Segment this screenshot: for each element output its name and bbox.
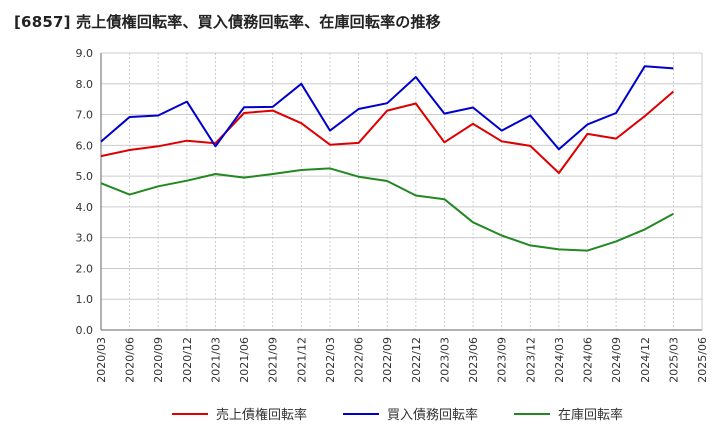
x-tick-label: 2024/12 xyxy=(639,337,652,383)
x-tick-label: 2023/06 xyxy=(467,337,480,383)
legend-swatch-payables xyxy=(343,412,379,415)
x-tick-label: 2023/03 xyxy=(438,337,451,383)
x-tick-label: 2021/06 xyxy=(238,337,251,383)
grid xyxy=(100,52,703,331)
x-tick-label: 2020/09 xyxy=(152,337,165,383)
y-tick-label: 6.0 xyxy=(76,139,94,152)
legend-label-inventory: 在庫回転率 xyxy=(558,408,624,423)
x-tick-label: 2024/03 xyxy=(553,337,566,383)
legend: 売上債権回転率 買入債務回転率 在庫回転率 xyxy=(0,404,720,426)
x-tick-label: 2023/09 xyxy=(496,337,509,383)
y-tick-labels: 0.0 1.0 2.0 3.0 4.0 5.0 6.0 7.0 8.0 9.0 xyxy=(76,47,94,337)
legend-swatch-receivables xyxy=(172,412,208,415)
y-tick-label: 4.0 xyxy=(76,201,94,214)
y-tick-label: 2.0 xyxy=(76,262,94,275)
y-tick-label: 8.0 xyxy=(76,78,94,91)
x-tick-labels: 2020/03 2020/06 2020/09 2020/12 2021/03 2021/… xyxy=(95,337,709,383)
axes xyxy=(100,52,703,331)
x-tick-label: 2020/12 xyxy=(181,337,194,383)
legend-label-payables: 買入債務回転率 xyxy=(387,408,479,423)
legend-item-receivables: 売上債権回転率 xyxy=(172,404,307,423)
x-tick-label: 2022/03 xyxy=(324,337,337,383)
x-tick-label: 2024/06 xyxy=(582,337,595,383)
legend-item-inventory: 在庫回転率 xyxy=(514,404,623,423)
series-line-payables xyxy=(100,65,674,151)
x-tick-label: 2021/09 xyxy=(267,337,280,383)
x-tick-label: 2021/03 xyxy=(209,337,222,383)
x-tick-label: 2025/03 xyxy=(667,337,680,383)
x-tick-label: 2022/12 xyxy=(410,337,423,383)
x-tick-label: 2022/06 xyxy=(353,337,366,383)
x-tick-label: 2022/09 xyxy=(381,337,394,383)
legend-item-payables: 買入債務回転率 xyxy=(343,404,478,423)
y-tick-label: 0.0 xyxy=(76,324,94,337)
y-tick-label: 5.0 xyxy=(76,170,94,183)
y-tick-label: 9.0 xyxy=(76,47,94,60)
x-tick-label: 2020/03 xyxy=(95,337,108,383)
x-tick-label: 2021/12 xyxy=(295,337,308,383)
x-tick-label: 2025/06 xyxy=(696,337,709,383)
x-tick-label: 2023/12 xyxy=(524,337,537,383)
plot-background xyxy=(101,53,702,330)
y-tick-label: 1.0 xyxy=(76,293,94,306)
x-tick-label: 2024/09 xyxy=(610,337,623,383)
x-tick-label: 2020/06 xyxy=(124,337,137,383)
legend-swatch-inventory xyxy=(514,412,550,415)
y-tick-label: 7.0 xyxy=(76,109,94,122)
series-lines xyxy=(100,65,675,252)
y-tick-label: 3.0 xyxy=(76,232,94,245)
chart-title: [6857] 売上債権回転率、買入債務回転率、在庫回転率の推移 xyxy=(14,13,441,31)
legend-label-receivables: 売上債権回転率 xyxy=(216,408,308,423)
series-line-inventory xyxy=(100,167,674,252)
series-line-receivables xyxy=(100,90,675,174)
